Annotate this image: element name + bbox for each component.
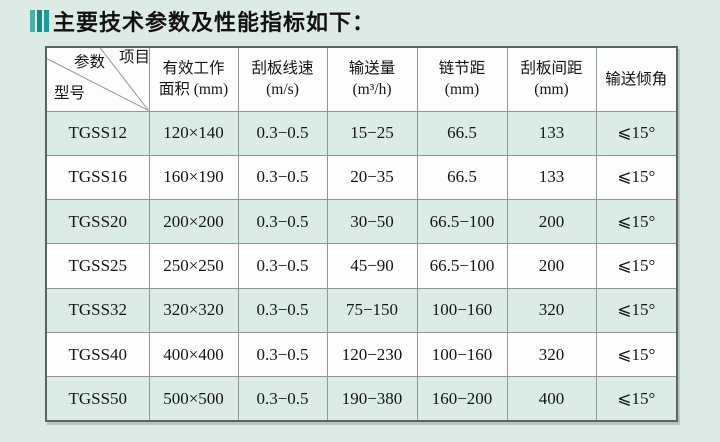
diagonal-header-cell: 参数 项目 型号 [45, 46, 150, 112]
section-header: 主要技术参数及性能指标如下： [30, 5, 375, 37]
cell-pitch: 100−160 [416, 287, 508, 333]
header-line: 输送量 [348, 60, 396, 78]
cell-pitch: 66.5−100 [416, 199, 508, 245]
table-row: TGSS32 320×320 0.3−0.5 75−150 100−160 32… [45, 287, 678, 333]
cell-speed: 0.3−0.5 [237, 376, 328, 422]
cell-spacing: 200 [506, 199, 597, 245]
cell-area: 320×320 [148, 287, 239, 333]
cell-model: TGSS40 [45, 331, 150, 378]
cell-area: 400×400 [148, 331, 239, 378]
diagonal-label-parameter: 参数 [74, 54, 106, 71]
cell-angle: ⩽15° [595, 243, 678, 289]
header-line: 有效工作 [162, 60, 225, 78]
cell-angle: ⩽15° [595, 287, 678, 333]
cell-capacity: 30−50 [326, 199, 418, 245]
cell-capacity: 190−380 [326, 376, 418, 422]
cell-pitch: 66.5−100 [416, 243, 508, 289]
header-line: 链节距 [438, 60, 486, 78]
table-row: TGSS20 200×200 0.3−0.5 30−50 66.5−100 20… [45, 199, 678, 245]
cell-speed: 0.3−0.5 [237, 154, 328, 201]
cell-area: 200×200 [148, 199, 239, 245]
column-header-conveying-angle: 输送倾角 [595, 46, 678, 112]
cell-spacing: 400 [506, 376, 597, 422]
cell-pitch: 66.5 [416, 110, 508, 156]
cell-capacity: 15−25 [326, 110, 418, 156]
cell-spacing: 200 [506, 243, 597, 289]
diagonal-lines-icon [47, 48, 148, 110]
cell-model: TGSS50 [45, 376, 150, 422]
cell-capacity: 45−90 [326, 243, 418, 289]
spec-table: 参数 项目 型号 有效工作 面积 (mm) 刮板线速 (m/s) 输送量 (m³… [45, 46, 678, 423]
table-row: TGSS12 120×140 0.3−0.5 15−25 66.5 133 ⩽1… [45, 110, 678, 156]
cell-pitch: 100−160 [416, 331, 508, 378]
header-unit: (mm) [444, 81, 480, 99]
cell-angle: ⩽15° [595, 154, 678, 201]
table-row: TGSS50 500×500 0.3−0.5 190−380 160−200 4… [45, 376, 678, 422]
diagonal-label-item: 项目 [119, 49, 149, 66]
table-row: TGSS40 400×400 0.3−0.5 120−230 100−160 3… [45, 331, 678, 378]
column-header-chain-pitch: 链节距 (mm) [416, 46, 508, 112]
header-line: 刮板间距 [520, 60, 583, 78]
column-header-scraper-speed: 刮板线速 (m/s) [237, 46, 328, 112]
diagonal-label-model: 型号 [54, 85, 86, 102]
cell-area: 120×140 [148, 110, 239, 156]
header-unit: 面积 (mm) [158, 81, 229, 99]
cell-speed: 0.3−0.5 [237, 287, 328, 333]
column-header-capacity: 输送量 (m³/h) [326, 46, 418, 112]
column-header-effective-area: 有效工作 面积 (mm) [148, 46, 239, 112]
cell-model: TGSS20 [45, 199, 150, 245]
cell-angle: ⩽15° [595, 331, 678, 378]
cell-angle: ⩽15° [595, 376, 678, 422]
cell-speed: 0.3−0.5 [237, 243, 328, 289]
header-unit: (m³/h) [352, 81, 392, 99]
cell-speed: 0.3−0.5 [237, 110, 328, 156]
header-unit: (mm) [534, 81, 569, 99]
cell-area: 160×190 [148, 154, 239, 201]
cell-model: TGSS32 [45, 287, 150, 333]
cell-area: 500×500 [148, 376, 239, 422]
cell-capacity: 75−150 [326, 287, 418, 333]
cell-pitch: 160−200 [416, 376, 508, 422]
header-line: 刮板线速 [251, 60, 314, 78]
cell-capacity: 20−35 [326, 154, 418, 201]
cell-spacing: 320 [506, 287, 597, 333]
section-title: 主要技术参数及性能指标如下： [53, 10, 376, 35]
cell-angle: ⩽15° [595, 110, 678, 156]
column-header-scraper-spacing: 刮板间距 (mm) [506, 46, 597, 112]
header-line: 输送倾角 [605, 70, 668, 88]
cell-spacing: 133 [506, 154, 597, 201]
cell-speed: 0.3−0.5 [237, 199, 328, 245]
cell-spacing: 320 [506, 331, 597, 378]
cell-angle: ⩽15° [595, 199, 678, 245]
cell-model: TGSS16 [45, 154, 150, 201]
triple-bars-icon [30, 10, 49, 32]
cell-area: 250×250 [148, 243, 239, 289]
cell-model: TGSS12 [45, 110, 150, 156]
cell-capacity: 120−230 [326, 331, 418, 378]
cell-spacing: 133 [506, 110, 597, 156]
table-row: TGSS25 250×250 0.3−0.5 45−90 66.5−100 20… [45, 243, 678, 289]
table-row: TGSS16 160×190 0.3−0.5 20−35 66.5 133 ⩽1… [45, 154, 678, 201]
header-unit: (m/s) [266, 81, 299, 99]
header-row: 参数 项目 型号 有效工作 面积 (mm) 刮板线速 (m/s) 输送量 (m³… [45, 46, 678, 112]
cell-pitch: 66.5 [416, 154, 508, 201]
cell-model: TGSS25 [45, 243, 150, 289]
cell-speed: 0.3−0.5 [237, 331, 328, 378]
